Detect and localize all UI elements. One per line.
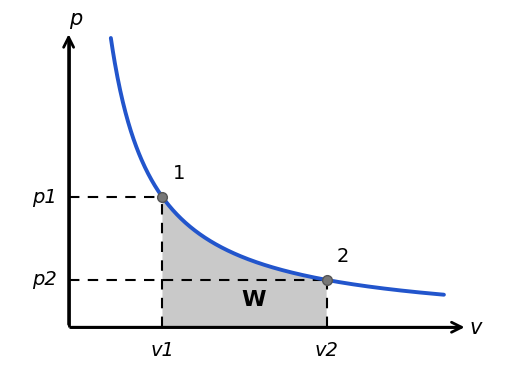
Text: 2: 2: [336, 247, 348, 266]
Text: 1: 1: [172, 164, 185, 183]
Text: v1: v1: [150, 341, 174, 360]
Text: v: v: [469, 318, 481, 338]
Text: p2: p2: [32, 270, 57, 289]
Text: v2: v2: [314, 341, 338, 360]
Text: W: W: [241, 290, 266, 310]
Text: p1: p1: [32, 188, 57, 207]
Text: p: p: [69, 9, 82, 30]
Polygon shape: [162, 197, 326, 327]
